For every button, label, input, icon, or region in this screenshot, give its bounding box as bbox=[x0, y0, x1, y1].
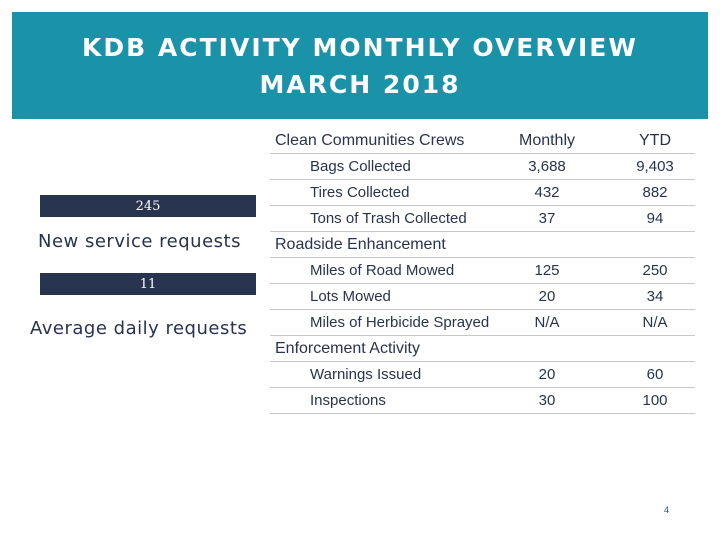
column-header-ytd: YTD bbox=[639, 132, 671, 149]
section-title-enforcement: Enforcement Activity bbox=[275, 340, 420, 357]
new-requests-label: New service requests bbox=[38, 231, 241, 252]
title-banner: KDB ACTIVITY MONTHLY OVERVIEW MARCH 2018 bbox=[12, 12, 708, 119]
table-row: Lots Mowed 20 34 bbox=[270, 284, 695, 310]
row-ytd-value: 60 bbox=[646, 366, 664, 383]
row-label: Lots Mowed bbox=[310, 288, 391, 305]
row-ytd-value: 94 bbox=[646, 210, 664, 227]
section-header-enforcement: Enforcement Activity bbox=[270, 336, 695, 362]
table-row: Tons of Trash Collected 37 94 bbox=[270, 206, 695, 232]
table-header-row: Clean Communities Crews Monthly YTD bbox=[270, 128, 695, 154]
row-ytd-value: N/A bbox=[642, 314, 668, 331]
row-monthly-value: 20 bbox=[538, 366, 556, 383]
row-monthly-value: 432 bbox=[534, 184, 560, 201]
new-requests-value: 245 bbox=[40, 195, 256, 217]
row-monthly-value: 37 bbox=[538, 210, 556, 227]
daily-requests-label: Average daily requests bbox=[30, 318, 248, 339]
row-label: Bags Collected bbox=[310, 158, 411, 175]
row-ytd-value: 9,403 bbox=[636, 158, 674, 175]
row-monthly-value: 3,688 bbox=[528, 158, 566, 175]
row-label: Miles of Road Mowed bbox=[310, 262, 455, 279]
column-header-monthly: Monthly bbox=[518, 132, 576, 149]
row-monthly-value: N/A bbox=[534, 314, 560, 331]
section-title-roadside: Roadside Enhancement bbox=[275, 236, 446, 253]
daily-requests-value: 11 bbox=[40, 273, 256, 295]
table-row: Miles of Herbicide Sprayed N/A N/A bbox=[270, 310, 695, 336]
section-header-roadside: Roadside Enhancement bbox=[270, 232, 695, 258]
row-ytd-value: 250 bbox=[642, 262, 668, 279]
table-row: Miles of Road Mowed 125 250 bbox=[270, 258, 695, 284]
row-monthly-value: 30 bbox=[538, 392, 556, 409]
row-label: Tons of Trash Collected bbox=[310, 210, 467, 227]
row-label: Tires Collected bbox=[310, 184, 410, 201]
table-row: Inspections 30 100 bbox=[270, 388, 695, 414]
row-label: Inspections bbox=[310, 392, 386, 409]
page-title: KDB ACTIVITY MONTHLY OVERVIEW bbox=[82, 32, 638, 62]
section-title-clean-communities: Clean Communities Crews bbox=[275, 132, 465, 149]
row-monthly-value: 125 bbox=[534, 262, 560, 279]
page-subtitle: MARCH 2018 bbox=[259, 69, 461, 99]
row-monthly-value: 20 bbox=[538, 288, 556, 305]
table-row: Warnings Issued 20 60 bbox=[270, 362, 695, 388]
page-number: 4 bbox=[664, 505, 670, 515]
row-ytd-value: 882 bbox=[642, 184, 668, 201]
row-ytd-value: 100 bbox=[642, 392, 668, 409]
row-ytd-value: 34 bbox=[646, 288, 664, 305]
row-label: Warnings Issued bbox=[310, 366, 422, 383]
table-row: Bags Collected 3,688 9,403 bbox=[270, 154, 695, 180]
row-label: Miles of Herbicide Sprayed bbox=[310, 314, 490, 331]
activity-table: Clean Communities Crews Monthly YTD Bags… bbox=[270, 128, 695, 414]
table-row: Tires Collected 432 882 bbox=[270, 180, 695, 206]
